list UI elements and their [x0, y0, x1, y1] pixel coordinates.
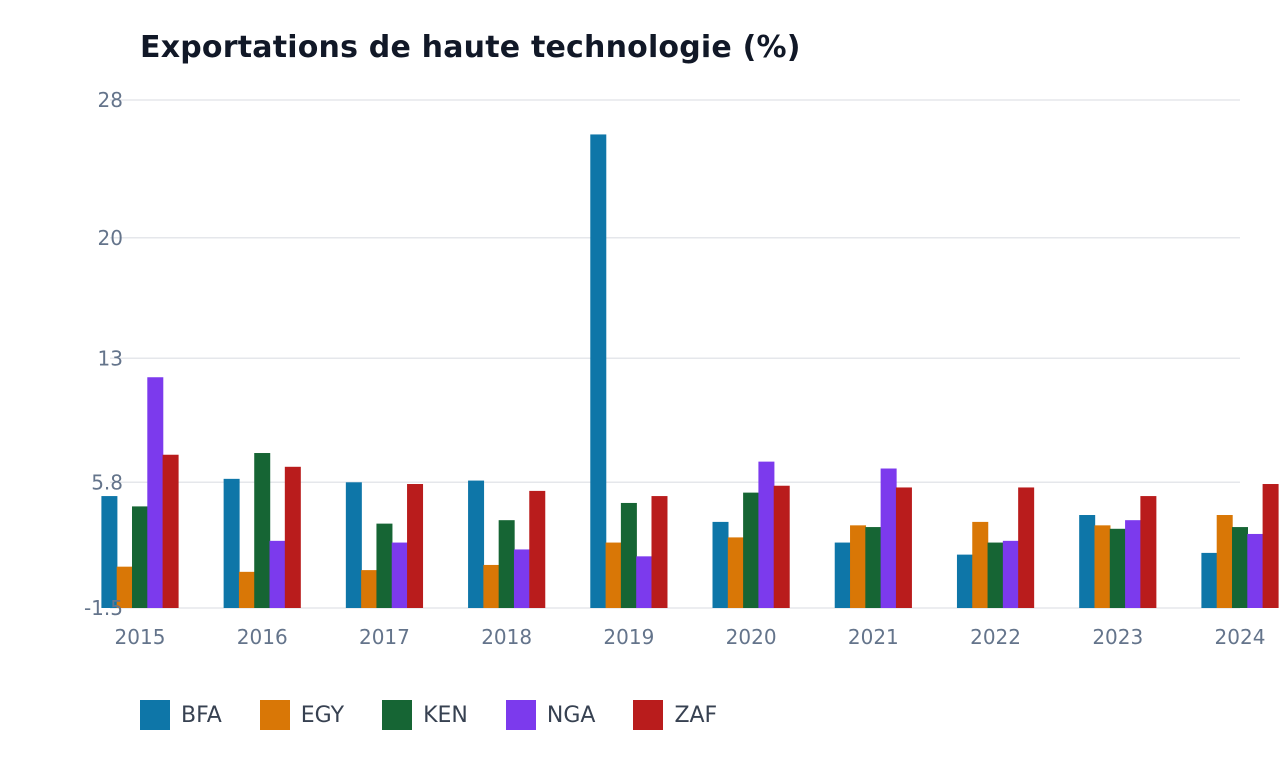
legend-swatch — [505, 700, 536, 730]
bar-egy-2018 — [483, 564, 500, 608]
bar-egy-2016 — [238, 571, 255, 608]
x-tick-label: 2023 — [1092, 625, 1143, 649]
x-tick-label: 2017 — [359, 625, 410, 649]
bar-zaf-2023 — [1140, 496, 1157, 608]
bar-zaf-2018 — [529, 490, 546, 608]
x-axis-ticks: 2015 2016 2017 2018 2019 2020 2021 2022 2023 2024 — [115, 625, 1266, 649]
bar-egy-2019 — [605, 542, 622, 608]
legend-item-egy[interactable]: EGY — [259, 700, 345, 730]
x-tick-label: 2016 — [237, 625, 288, 649]
bar-ken-2017 — [376, 523, 393, 608]
bar-nga-2023 — [1125, 520, 1142, 608]
bar-ken-2015 — [132, 506, 148, 608]
legend-label: KEN — [423, 702, 468, 728]
bar-nga-2020 — [758, 461, 775, 608]
bar-bfa-2020 — [712, 521, 729, 608]
bar-ken-2016 — [254, 453, 271, 608]
y-axis-ticks: -1.5 5.8 13 20 28 — [84, 88, 123, 620]
legend-item-nga[interactable]: NGA — [505, 700, 596, 730]
legend-label: BFA — [181, 702, 222, 728]
legend-swatch — [633, 700, 664, 730]
bar-egy-2015 — [116, 566, 133, 608]
bar-nga-2019 — [636, 556, 653, 608]
bar-bfa-2024 — [1201, 552, 1218, 608]
bar-egy-2024 — [1216, 515, 1233, 608]
bar-ken-2023 — [1109, 528, 1126, 608]
bar-egy-2022 — [972, 521, 989, 608]
bar-egy-2017 — [361, 570, 378, 608]
x-tick-label: 2024 — [1215, 625, 1266, 649]
bar-bfa-2018 — [468, 480, 485, 608]
legend-item-bfa[interactable]: BFA — [140, 700, 222, 730]
bar-zaf-2017 — [407, 484, 424, 608]
bar-zaf-2016 — [284, 466, 301, 608]
bar-zaf-2021 — [895, 487, 912, 608]
bar-zaf-2015 — [162, 454, 179, 608]
legend-swatch — [259, 700, 290, 730]
legend-swatch — [382, 700, 413, 730]
bar-nga-2021 — [880, 468, 897, 608]
bar-zaf-2022 — [1018, 487, 1035, 608]
bar-nga-2018 — [513, 549, 530, 608]
bar-ken-2019 — [620, 502, 637, 608]
y-tick-label: 5.8 — [91, 470, 123, 494]
bar-egy-2023 — [1094, 525, 1111, 608]
bar-bfa-2019 — [590, 134, 607, 608]
bar-nga-2024 — [1247, 533, 1264, 608]
bar-nga-2016 — [269, 540, 286, 608]
bar-zaf-2024 — [1262, 484, 1279, 608]
x-tick-label: 2018 — [481, 625, 532, 649]
bar-bfa-2015 — [101, 496, 118, 608]
y-tick-label: 28 — [98, 88, 123, 112]
bar-egy-2020 — [727, 537, 744, 608]
x-tick-label: 2015 — [115, 625, 166, 649]
bar-egy-2021 — [850, 525, 867, 608]
legend-label: EGY — [300, 702, 345, 728]
legend-label: ZAF — [674, 702, 718, 728]
gridlines — [110, 99, 1240, 609]
legend-item-ken[interactable]: KEN — [382, 700, 468, 730]
bar-ken-2022 — [987, 542, 1004, 608]
bar-bfa-2021 — [834, 542, 851, 608]
x-tick-label: 2020 — [726, 625, 777, 649]
bars — [101, 134, 1279, 608]
bar-zaf-2020 — [773, 485, 790, 608]
x-tick-label: 2022 — [970, 625, 1021, 649]
x-tick-label: 2019 — [603, 625, 654, 649]
x-tick-label: 2021 — [848, 625, 899, 649]
bar-ken-2018 — [498, 520, 515, 608]
bar-nga-2015 — [147, 377, 164, 608]
legend-item-zaf[interactable]: ZAF — [633, 700, 717, 730]
chart-title: Exportations de haute technologie (%) — [140, 30, 801, 65]
bar-ken-2020 — [743, 492, 760, 608]
y-tick-label: -1.5 — [84, 596, 123, 620]
legend: BFA EGY KEN NGA ZAF — [140, 700, 755, 730]
y-tick-label: 13 — [98, 346, 123, 370]
legend-label: NGA — [546, 702, 596, 728]
bar-nga-2022 — [1002, 540, 1019, 608]
bar-ken-2021 — [865, 527, 882, 608]
bar-bfa-2023 — [1079, 515, 1096, 608]
bar-bfa-2016 — [223, 478, 240, 608]
bar-ken-2024 — [1232, 527, 1248, 608]
legend-swatch — [140, 700, 170, 730]
bar-bfa-2022 — [956, 554, 973, 608]
bar-bfa-2017 — [345, 482, 362, 608]
bar-zaf-2019 — [651, 496, 668, 608]
y-tick-label: 20 — [98, 226, 123, 250]
bar-nga-2017 — [391, 542, 408, 608]
